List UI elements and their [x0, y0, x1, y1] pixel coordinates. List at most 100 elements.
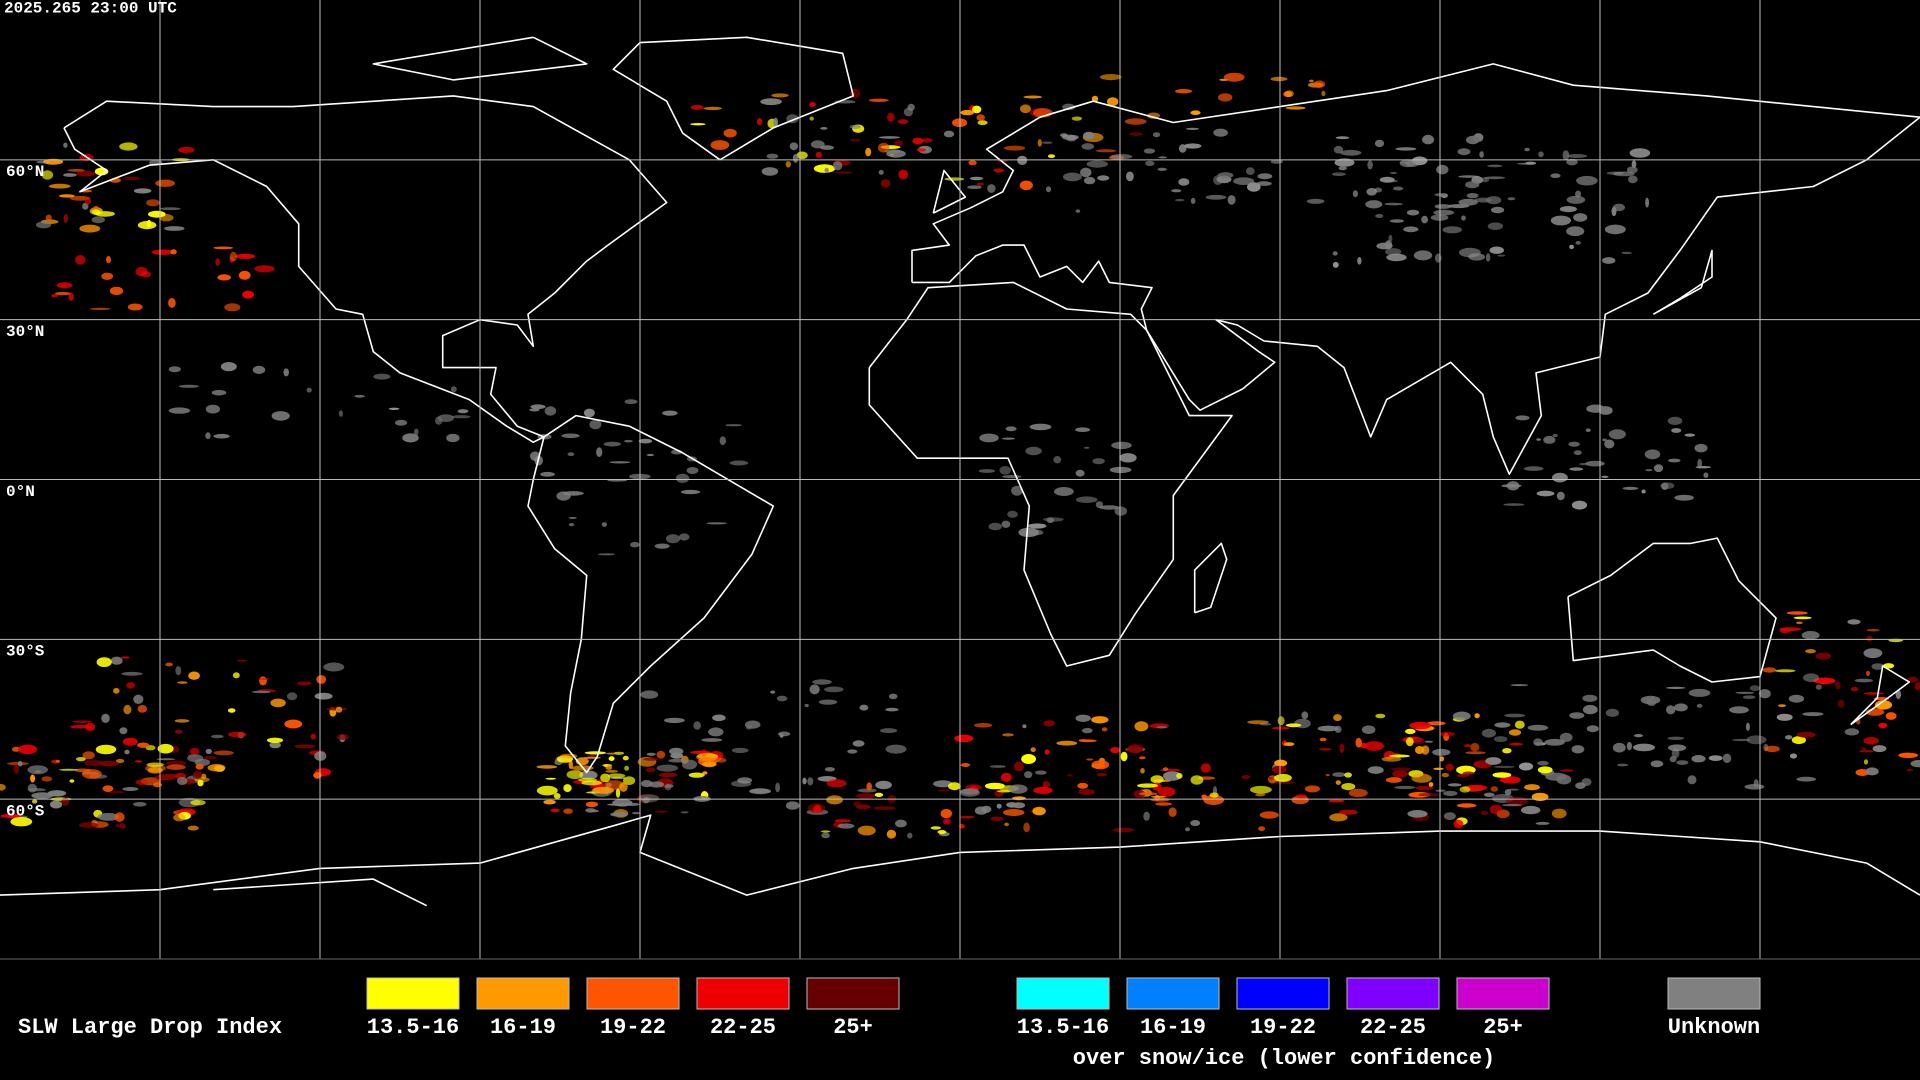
- cloud-pixel: [968, 160, 977, 166]
- cloud-pixel: [826, 795, 843, 805]
- cloud-pixel: [1217, 172, 1234, 179]
- cloud-pixel: [1119, 453, 1137, 463]
- cloud-pixel: [1335, 780, 1341, 785]
- cloud-pixel: [310, 733, 316, 740]
- cloud-pixel: [1388, 235, 1393, 242]
- cloud-pixel: [1190, 775, 1204, 785]
- cloud-pixel: [1003, 809, 1025, 816]
- cloud-pixel: [197, 779, 204, 787]
- cloud-pixel: [1612, 742, 1626, 753]
- cloud-pixel: [1776, 713, 1793, 721]
- cloud-pixel: [1668, 744, 1687, 752]
- cloud-pixel: [619, 782, 628, 792]
- cloud-pixel: [1319, 748, 1332, 751]
- cloud-pixel: [1344, 772, 1352, 778]
- cloud-pixel: [1340, 149, 1362, 156]
- cloud-pixel: [1667, 416, 1683, 425]
- cloud-pixel: [1523, 466, 1544, 471]
- cloud-pixel: [1025, 446, 1042, 456]
- cloud-pixel: [1081, 727, 1093, 734]
- cloud-pixel: [102, 785, 114, 792]
- cloud-pixel: [1203, 795, 1225, 805]
- cloud-pixel: [796, 151, 808, 160]
- cloud-pixel: [1200, 763, 1211, 773]
- cloud-pixel: [133, 188, 152, 194]
- cloud-pixel: [1433, 209, 1454, 216]
- cloud-pixel: [1047, 154, 1056, 159]
- cloud-pixel: [1178, 178, 1190, 186]
- cloud-pixel: [761, 167, 779, 176]
- cloud-pixel: [1703, 472, 1709, 479]
- cloud-pixel: [178, 146, 195, 153]
- cloud-pixel: [1071, 116, 1083, 121]
- cloud-pixel: [976, 114, 985, 121]
- cloud-pixel: [1487, 164, 1503, 168]
- cloud-pixel: [1137, 783, 1158, 788]
- cloud-pixel: [294, 744, 316, 749]
- cloud-pixel: [1465, 751, 1486, 755]
- cloud-pixel: [133, 802, 147, 807]
- cloud-pixel: [146, 219, 152, 228]
- cloud-pixel: [1155, 802, 1172, 806]
- cloud-pixel: [969, 176, 984, 181]
- cloud-pixel: [640, 690, 659, 699]
- cloud-pixel: [1796, 776, 1816, 782]
- cloud-pixel: [1001, 437, 1016, 440]
- cloud-pixel: [592, 786, 615, 794]
- cloud-pixel: [1847, 619, 1861, 625]
- cloud-pixel: [388, 407, 400, 410]
- cloud-pixel: [192, 771, 202, 780]
- cloud-pixel: [665, 534, 681, 544]
- cloud-pixel: [1560, 769, 1574, 772]
- cloud-pixel: [173, 813, 186, 822]
- coastline: [0, 814, 1920, 896]
- cloud-pixel: [76, 170, 96, 177]
- cloud-pixel: [903, 107, 914, 117]
- cloud-pixel: [63, 214, 68, 223]
- cloud-pixel: [188, 671, 200, 680]
- cloud-pixel: [976, 182, 984, 186]
- cloud-pixel: [775, 782, 780, 793]
- cloud-pixel: [1854, 678, 1873, 683]
- cloud-pixel: [802, 777, 807, 785]
- cloud-pixel: [1385, 777, 1402, 783]
- coastline: [63, 95, 668, 443]
- lat-label: 60°S: [6, 803, 45, 821]
- cloud-pixel: [1428, 782, 1434, 787]
- cloud-pixel: [1753, 779, 1759, 788]
- cloud-pixel: [195, 763, 204, 770]
- cloud-pixel: [1878, 722, 1888, 729]
- cloud-pixel: [1536, 490, 1555, 497]
- cloud-pixel: [583, 408, 595, 418]
- cloud-pixel: [612, 799, 633, 807]
- cloud-pixel: [561, 433, 580, 439]
- cloud-pixel: [1443, 812, 1456, 820]
- cloud-pixel: [1245, 167, 1255, 176]
- cloud-pixel: [435, 416, 443, 425]
- cloud-pixel: [1687, 775, 1697, 785]
- cloud-pixel: [1575, 190, 1582, 198]
- cloud-pixel: [99, 760, 119, 767]
- cloud-pixel: [1559, 732, 1573, 743]
- cloud-pixel: [1295, 794, 1308, 799]
- cloud-pixel: [168, 298, 176, 308]
- cloud-pixel: [1507, 197, 1516, 201]
- cloud-pixel: [556, 491, 571, 501]
- cloud-pixel: [1749, 685, 1760, 692]
- cloud-pixel: [723, 128, 737, 138]
- cloud-pixel: [1112, 827, 1134, 833]
- cloud-pixel: [1063, 172, 1082, 182]
- coastline: [213, 878, 428, 907]
- cloud-pixel: [937, 789, 949, 792]
- cloud-pixel: [1805, 649, 1816, 654]
- cloud-pixel: [1871, 663, 1884, 670]
- cloud-pixel: [668, 758, 687, 763]
- cloud-pixel: [610, 812, 628, 817]
- cloud-pixel: [1366, 188, 1377, 196]
- cloud-pixel: [1510, 684, 1529, 687]
- cloud-pixel: [1569, 467, 1584, 471]
- legend-label: 13.5-16: [367, 1015, 459, 1040]
- cloud-pixel: [789, 142, 799, 151]
- cloud-pixel: [153, 782, 162, 788]
- cloud-pixel: [1694, 443, 1708, 453]
